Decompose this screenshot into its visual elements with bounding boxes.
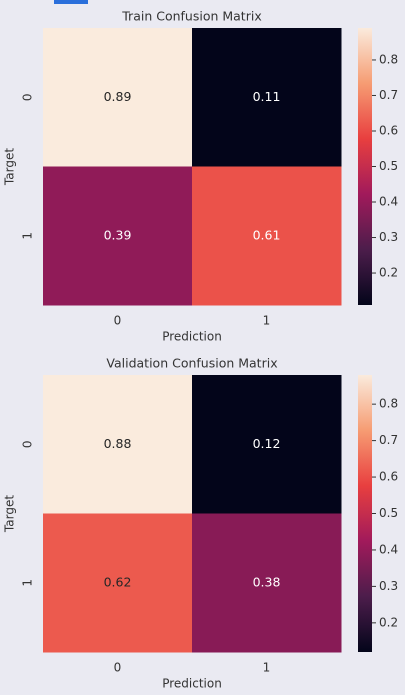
cell-label: 0.88 [104, 436, 132, 451]
y-axis-label: Target [3, 495, 17, 533]
colorbar-tick-label: 0.6 [379, 470, 398, 484]
colorbar [358, 375, 372, 652]
x-axis-label: Prediction [162, 677, 222, 691]
colorbar-tick-label: 0.4 [379, 542, 398, 556]
y-axis-label: Target [3, 148, 17, 186]
cell-label: 0.62 [104, 574, 132, 589]
y-tick-label: 1 [21, 232, 35, 240]
chart-title: Train Confusion Matrix [121, 9, 261, 24]
heatmap-cell [192, 166, 342, 306]
colorbar-tick-label: 0.3 [379, 230, 398, 244]
x-tick-label: 1 [263, 314, 271, 328]
cell-label: 0.11 [253, 89, 281, 104]
colorbar-tick-label: 0.4 [379, 195, 398, 209]
y-tick-label: 0 [21, 440, 35, 448]
colorbar-tick-label: 0.7 [379, 88, 398, 102]
colorbar-tick-label: 0.5 [379, 159, 398, 173]
cell-label: 0.61 [253, 227, 281, 242]
heatmap-cell [192, 375, 342, 514]
heatmap-cell [43, 28, 193, 167]
cell-label: 0.39 [104, 227, 132, 242]
x-tick-label: 0 [114, 314, 122, 328]
colorbar-tick-label: 0.7 [379, 433, 398, 447]
colorbar-tick-label: 0.3 [379, 579, 398, 593]
colorbar-tick-label: 0.6 [379, 123, 398, 137]
colorbar-tick-label: 0.8 [379, 397, 398, 411]
colorbar-tick-label: 0.5 [379, 506, 398, 520]
x-tick-label: 0 [114, 661, 122, 675]
heatmap-panel: Validation Confusion Matrix 0.88 0.12 0.62 0… [3, 356, 399, 691]
x-tick-label: 1 [263, 661, 271, 675]
cell-label: 0.38 [253, 574, 281, 589]
colorbar-tick-label: 0.8 [379, 52, 398, 66]
y-tick-label: 0 [21, 93, 35, 101]
heatmap-cell [43, 166, 193, 306]
x-axis-label: Prediction [162, 330, 222, 344]
cropped-output-highlight [54, 0, 88, 4]
y-tick-label: 1 [21, 579, 35, 587]
colorbar-tick-label: 0.2 [379, 266, 398, 280]
heatmap-cell [192, 513, 342, 653]
chart-title: Validation Confusion Matrix [106, 356, 277, 371]
cell-label: 0.89 [104, 89, 132, 104]
colorbar-tick-label: 0.2 [379, 615, 398, 629]
colorbar [358, 28, 372, 305]
cell-label: 0.12 [253, 436, 281, 451]
heatmap-cell [43, 513, 193, 653]
heatmap-cell [192, 28, 342, 167]
heatmap-cell [43, 375, 193, 514]
